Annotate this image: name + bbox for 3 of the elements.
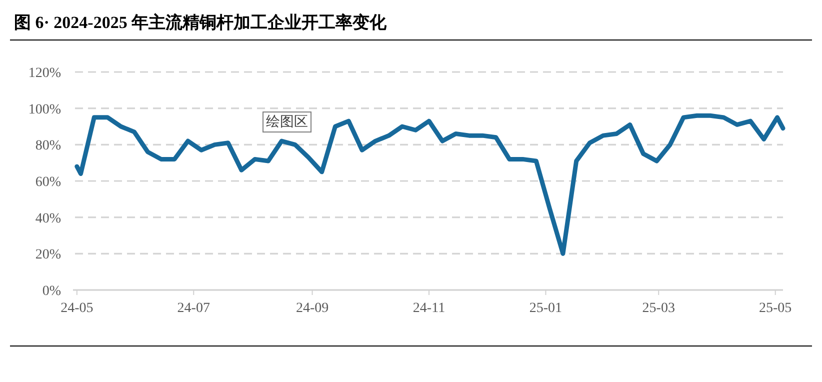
annotation: 绘图区 bbox=[266, 114, 308, 130]
title: 图 6· 2024-2025 年主流精铜杆加工企业开工率变化 bbox=[14, 13, 387, 32]
annotation: 绘图区 bbox=[262, 112, 312, 132]
